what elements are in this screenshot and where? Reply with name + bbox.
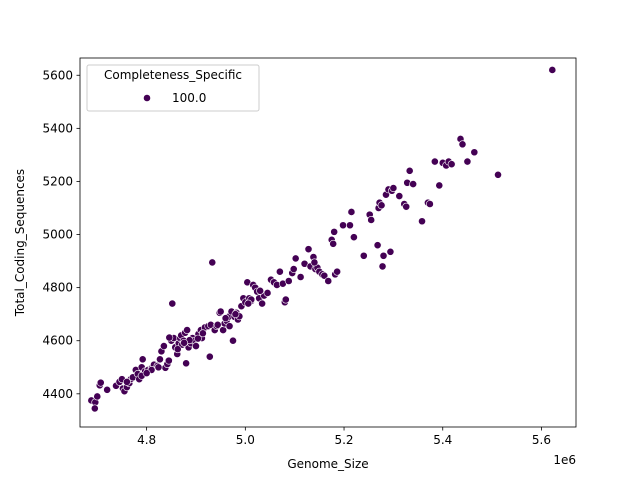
x-axis-ticks: 4.8 5.0 5.2 5.4 5.6: [137, 427, 551, 447]
data-point: [291, 254, 300, 263]
x-tick-label: 5.0: [236, 433, 255, 447]
y-tick-label: 5600: [42, 68, 73, 82]
data-point: [386, 247, 395, 256]
data-point: [548, 66, 557, 74]
data-point: [216, 307, 225, 316]
data-point: [333, 267, 342, 276]
data-point: [122, 377, 131, 386]
data-point: [304, 245, 313, 254]
data-point: [405, 166, 414, 175]
plot-frame: [79, 57, 577, 428]
data-point: [284, 277, 293, 285]
data-point: [219, 326, 228, 334]
data-point: [258, 299, 267, 308]
data-point: [231, 310, 240, 319]
data-point: [320, 271, 329, 280]
data-point: [154, 363, 163, 372]
data-point: [378, 262, 387, 271]
data-point: [281, 295, 290, 304]
data-point: [90, 404, 99, 413]
data-point: [430, 157, 439, 166]
data-point: [221, 314, 230, 323]
data-point: [402, 202, 411, 211]
data-point: [470, 148, 479, 157]
data-point: [447, 160, 456, 169]
legend: Completeness_Specific 100.0: [86, 64, 260, 112]
legend-marker: [143, 94, 151, 102]
x-axis-offset-label: 1e6: [553, 453, 576, 467]
data-point: [173, 345, 182, 354]
y-axis-label: Total_Coding_Sequences: [13, 169, 27, 317]
data-point: [296, 273, 305, 281]
data-point: [379, 251, 388, 260]
data-point: [142, 369, 151, 378]
data-point: [205, 352, 214, 361]
data-point: [156, 355, 164, 364]
data-point: [168, 299, 177, 308]
x-axis-label: Genome_Size: [287, 457, 368, 471]
data-point: [244, 299, 253, 308]
data-point: [275, 267, 284, 276]
data-point: [164, 356, 173, 365]
x-tick-label: 5.2: [334, 433, 353, 447]
data-point: [426, 200, 434, 208]
data-point: [96, 378, 105, 387]
data-point: [138, 355, 147, 364]
data-point: [330, 227, 339, 236]
y-tick-label: 5400: [42, 121, 73, 135]
x-tick-label: 4.8: [137, 433, 156, 447]
data-point: [350, 233, 358, 242]
data-point: [329, 239, 338, 248]
data-point: [229, 336, 237, 345]
y-tick-label: 5000: [42, 228, 73, 242]
y-tick-label: 5200: [42, 174, 73, 188]
data-point: [395, 192, 404, 200]
data-point: [346, 221, 354, 230]
x-tick-label: 5.4: [433, 433, 452, 447]
data-point: [213, 320, 222, 329]
x-tick-label: 5.6: [532, 433, 551, 447]
data-point: [347, 208, 356, 216]
y-tick-label: 4800: [42, 281, 73, 295]
data-point: [159, 342, 168, 350]
data-point: [93, 392, 102, 401]
data-point: [367, 216, 376, 224]
data-points: [87, 66, 557, 413]
legend-title: Completeness_Specific: [104, 68, 242, 82]
data-point: [263, 289, 272, 297]
data-point: [256, 286, 265, 295]
data-point: [194, 334, 202, 343]
data-point: [208, 258, 217, 267]
data-point: [183, 326, 191, 334]
data-point: [289, 265, 298, 273]
data-point: [180, 338, 189, 347]
data-point: [418, 217, 426, 226]
data-point: [435, 181, 444, 190]
data-point: [339, 221, 347, 230]
data-point: [373, 241, 382, 250]
data-point: [377, 201, 386, 210]
y-tick-label: 4400: [42, 387, 73, 401]
legend-entry-label: 100.0: [172, 91, 206, 105]
y-axis-ticks: 4400 4600 4800 5000 5200 5400 5600: [42, 68, 80, 401]
data-point: [389, 184, 398, 192]
data-point: [198, 329, 207, 338]
data-point: [192, 342, 200, 350]
data-point: [409, 180, 418, 188]
data-point: [103, 385, 112, 394]
data-point: [359, 251, 368, 260]
y-tick-label: 4600: [42, 334, 73, 348]
legend-box: [86, 64, 260, 112]
data-point: [458, 140, 467, 149]
data-point: [310, 258, 319, 267]
data-point: [324, 277, 333, 285]
data-point: [165, 333, 174, 342]
data-point: [225, 322, 234, 331]
data-point: [463, 157, 472, 166]
data-point: [494, 170, 502, 179]
data-point: [182, 359, 191, 368]
